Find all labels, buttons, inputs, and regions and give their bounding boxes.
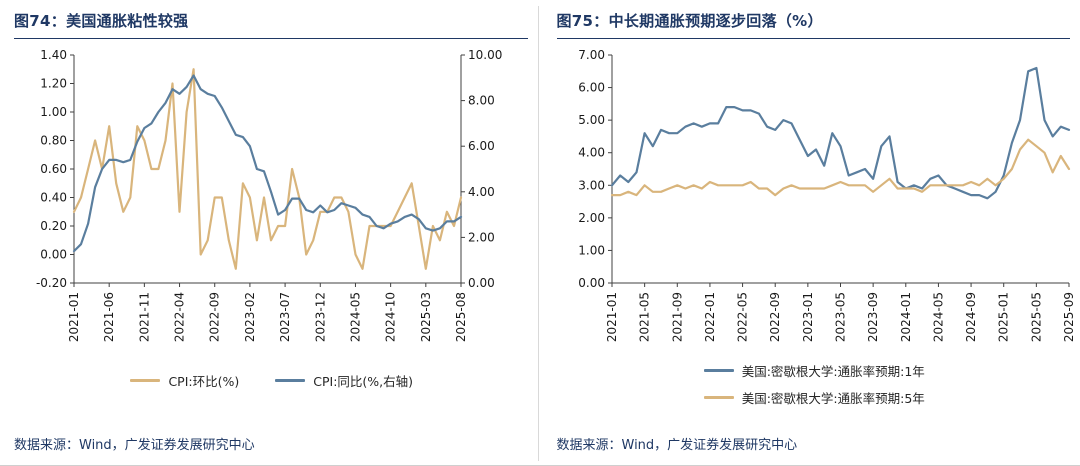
svg-text:6.00: 6.00 (578, 81, 605, 95)
legend-line-swatch-tan (130, 379, 161, 382)
svg-text:2022-04: 2022-04 (173, 292, 187, 342)
svg-text:2023-01: 2023-01 (800, 292, 814, 342)
svg-text:6.00: 6.00 (468, 139, 495, 153)
svg-text:1.00: 1.00 (40, 105, 67, 119)
svg-text:10.00: 10.00 (468, 48, 502, 62)
legend-line-swatch-blue (275, 379, 306, 382)
svg-text:2024-09: 2024-09 (964, 292, 978, 342)
svg-text:2024-05: 2024-05 (348, 292, 362, 342)
figure-75-title: 图75：中长期通胀预期逐步回落（%） (556, 10, 1070, 39)
svg-text:2023-02: 2023-02 (243, 292, 257, 342)
svg-text:2024-10: 2024-10 (384, 292, 398, 342)
svg-text:2023-05: 2023-05 (833, 292, 847, 342)
svg-text:2023-09: 2023-09 (866, 292, 880, 342)
series-line-1 (72, 74, 463, 253)
svg-text:2022-09: 2022-09 (208, 292, 222, 342)
legend-label: CPI:环比(%) (168, 374, 240, 389)
svg-text:2025-01: 2025-01 (996, 292, 1010, 342)
series-line-1 (610, 138, 1070, 197)
svg-text:2021-01: 2021-01 (605, 292, 619, 342)
svg-text:-0.20: -0.20 (36, 276, 67, 290)
figure-74-panel: 图74：美国通胀粘性较强 -0.20 0.00 0.20 0.40 0.60 0.80 1.… (0, 0, 538, 465)
figure-74-chart-canvas: -0.20 0.00 0.20 0.40 0.60 0.80 1.00 1.20 1.40 0.0… (36, 48, 502, 342)
figure-74-title: 图74：美国通胀粘性较强 (14, 10, 528, 39)
svg-text:2.00: 2.00 (578, 211, 605, 225)
legend-line-swatch-tan (703, 396, 734, 399)
svg-text:2021-06: 2021-06 (102, 292, 116, 342)
svg-text:2025-03: 2025-03 (419, 292, 433, 342)
svg-text:0.80: 0.80 (40, 134, 67, 148)
svg-text:4.00: 4.00 (468, 185, 495, 199)
svg-text:4.00: 4.00 (578, 146, 605, 160)
svg-text:2021-05: 2021-05 (637, 292, 651, 342)
svg-text:2025-05: 2025-05 (1029, 292, 1043, 342)
figure-75-panel: 图75：中长期通胀预期逐步回落（%） 0.00 1.00 2.00 3.00 4.00 5… (539, 0, 1080, 465)
svg-text:0.40: 0.40 (40, 191, 67, 205)
figure-75-legend: 美国:密歇根大学:通胀率预期:1年 美国:密歇根大学:通胀率预期:5年 (557, 361, 1073, 407)
svg-text:0.00: 0.00 (578, 276, 605, 290)
svg-text:2024-01: 2024-01 (898, 292, 912, 342)
legend-line-swatch-blue (703, 369, 734, 372)
legend-item-umich-5y: 美国:密歇根大学:通胀率预期:5年 (703, 388, 925, 407)
legend-label: 美国:密歇根大学:通胀率预期:5年 (741, 391, 925, 406)
svg-text:2023-12: 2023-12 (313, 292, 327, 342)
svg-text:2025-09: 2025-09 (1062, 292, 1076, 342)
svg-text:0.60: 0.60 (40, 162, 67, 176)
legend-label: 美国:密歇根大学:通胀率预期:1年 (741, 364, 925, 379)
svg-text:2024-05: 2024-05 (931, 292, 945, 342)
figure-74-source: 数据来源：Wind，广发证券发展研究中心 (14, 438, 255, 453)
svg-text:0.20: 0.20 (40, 219, 67, 233)
svg-text:1.20: 1.20 (40, 77, 67, 91)
figure-75-source: 数据来源：Wind，广发证券发展研究中心 (556, 438, 798, 453)
svg-text:5.00: 5.00 (578, 113, 605, 127)
svg-text:3.00: 3.00 (578, 178, 605, 192)
svg-text:2023-07: 2023-07 (278, 292, 292, 342)
svg-text:2022-01: 2022-01 (702, 292, 716, 342)
svg-text:2021-11: 2021-11 (137, 292, 151, 342)
svg-text:2021-09: 2021-09 (670, 292, 684, 342)
svg-text:2021-01: 2021-01 (67, 292, 81, 342)
svg-text:2022-05: 2022-05 (735, 292, 749, 342)
svg-text:7.00: 7.00 (578, 48, 605, 62)
svg-text:1.00: 1.00 (578, 243, 605, 257)
legend-label: CPI:同比(%,右轴) (313, 374, 414, 389)
svg-text:0.00: 0.00 (468, 276, 495, 290)
series-line-0 (72, 68, 463, 270)
svg-text:1.40: 1.40 (40, 48, 67, 62)
legend-item-umich-1y: 美国:密歇根大学:通胀率预期:1年 (703, 361, 925, 380)
legend-item-cpi-mom: CPI:环比(%) (130, 371, 239, 390)
legend-item-cpi-yoy: CPI:同比(%,右轴) (275, 371, 413, 390)
series-line-0 (610, 66, 1070, 200)
panel-divider (537, 6, 539, 461)
figure-75-chart-canvas: 0.00 1.00 2.00 3.00 4.00 5.00 6.00 7.00 2021-01 2… (578, 48, 1076, 342)
svg-text:2025-08: 2025-08 (454, 292, 468, 342)
svg-text:0.00: 0.00 (40, 248, 67, 262)
figure-74-legend: CPI:环比(%) CPI:同比(%,右轴) (14, 371, 530, 390)
svg-text:2.00: 2.00 (468, 230, 495, 244)
svg-text:2022-09: 2022-09 (768, 292, 782, 342)
svg-text:8.00: 8.00 (468, 94, 495, 108)
